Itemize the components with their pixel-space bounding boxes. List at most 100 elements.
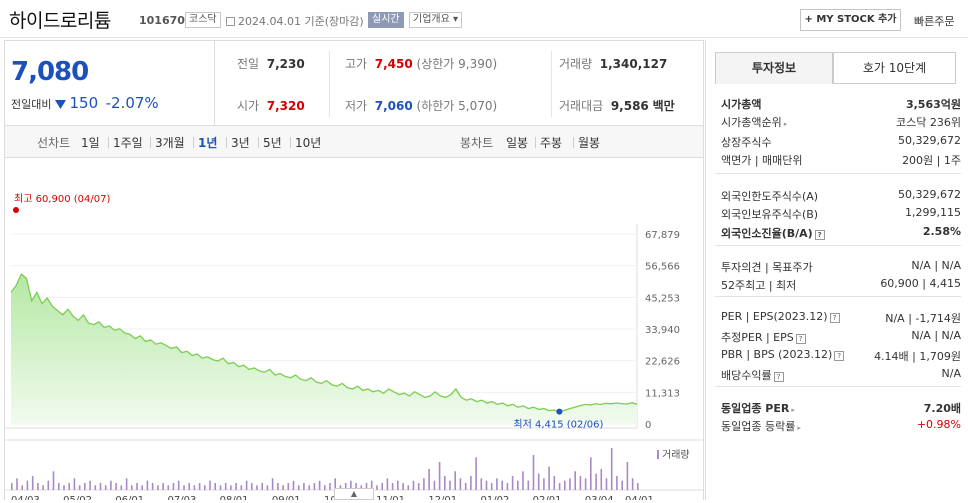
- tab-period-0[interactable]: 1일: [81, 136, 100, 150]
- volume-bar: [204, 485, 206, 490]
- help-icon[interactable]: ?: [773, 372, 784, 382]
- volume-bar: [428, 469, 430, 490]
- help-icon[interactable]: ?: [814, 230, 825, 240]
- invest-row-value: N/A | N/A: [911, 259, 961, 272]
- tab-candle-1[interactable]: 주봉: [540, 136, 563, 150]
- y-tick-label: 33,940: [645, 325, 680, 336]
- arrow-right-icon[interactable]: ▸: [783, 120, 788, 128]
- tab-period-5[interactable]: 5년: [263, 136, 282, 150]
- volume-bar: [532, 455, 535, 490]
- invest-row-label: 시가총액: [721, 98, 762, 111]
- volume-bar: [84, 483, 86, 490]
- help-icon[interactable]: ?: [795, 334, 806, 344]
- tab-divider: [108, 137, 109, 148]
- volume-bar: [277, 483, 279, 490]
- arrow-right-icon[interactable]: ▸: [791, 406, 795, 414]
- invest-row-value: 50,329,672: [898, 134, 961, 147]
- volume-bar: [209, 480, 211, 490]
- volume-bar: [527, 480, 530, 490]
- volume-bar: [610, 448, 613, 490]
- help-icon[interactable]: ?: [834, 351, 845, 361]
- tab-divider: [150, 137, 151, 148]
- volume-bar: [569, 478, 571, 490]
- tab-period-6[interactable]: 10년: [295, 136, 322, 150]
- current-price: 7,080: [11, 57, 89, 87]
- volume-bar: [334, 478, 336, 490]
- tab-period-1[interactable]: 1주일: [113, 136, 143, 150]
- stock-code: 101670: [139, 14, 185, 27]
- candle-chart-label: 봉차트: [460, 136, 494, 150]
- volume-bar: [261, 483, 263, 490]
- down-triangle-icon: [54, 100, 66, 109]
- section-divider: [715, 245, 961, 246]
- invest-row-value: N/A: [941, 367, 961, 380]
- volume-bar: [370, 480, 373, 490]
- volume-bar: [423, 478, 425, 490]
- prev-close: 전일 7,230: [237, 57, 305, 71]
- volume-bar: [131, 485, 133, 490]
- add-my-stock-button[interactable]: + MY STOCK 추가: [800, 9, 901, 31]
- volume-bar: [141, 485, 143, 490]
- invest-row-value: 코스닥 236위: [896, 116, 961, 129]
- invest-row: 배당수익률? N/A: [721, 367, 961, 385]
- tab-period-3[interactable]: 1년: [198, 136, 218, 150]
- tab-divider: [573, 137, 574, 148]
- volume-bar: [266, 485, 269, 490]
- invest-row: PBR | BPS (2023.12)? 4.14배 | 1,709원: [721, 348, 961, 366]
- tab-period-2[interactable]: 3개월: [155, 136, 185, 150]
- volume-bar: [47, 480, 50, 490]
- volume-bar: [537, 473, 540, 490]
- volume-bar: [26, 480, 29, 490]
- tab-candle-2[interactable]: 월봉: [578, 136, 601, 150]
- volume-bar: [464, 483, 467, 490]
- volume-bar: [31, 476, 34, 490]
- volume-bar: [397, 480, 399, 490]
- volume-bar: [110, 480, 112, 490]
- live-tag: 실시간: [368, 12, 404, 28]
- volume-bar: [251, 483, 253, 490]
- volume-bar: [162, 483, 164, 490]
- stock-header: 하이드로리튬 101670 코스닥 2024.04.01 기준(장마감) 실시간…: [0, 0, 968, 38]
- tab-period-4[interactable]: 3년: [231, 136, 250, 150]
- invest-row: 52주최고 | 최저 60,900 | 4,415: [721, 277, 961, 295]
- section-divider: [715, 386, 961, 387]
- section-divider: [715, 296, 961, 297]
- help-icon[interactable]: ?: [829, 313, 840, 323]
- company-overview-dropdown[interactable]: 기업개요 ▾: [409, 12, 462, 28]
- invest-row-value: N/A | -1,714원: [885, 312, 961, 325]
- y-tick-label: 56,566: [645, 262, 680, 273]
- volume-bar: [224, 483, 227, 490]
- tab-divider: [258, 137, 259, 148]
- trade-amount: 거래대금 9,586 백만: [559, 99, 675, 113]
- day-low: 저가 7,060 (하한가 5,070): [345, 99, 498, 113]
- collapse-chart-button[interactable]: ▲: [334, 488, 374, 500]
- volume-bar: [454, 471, 456, 490]
- quick-order-link[interactable]: 빠른주문: [914, 15, 955, 28]
- tab-orderbook-10[interactable]: 호가 10단계: [833, 52, 956, 84]
- volume-bar: [292, 480, 295, 490]
- volume-bar: [151, 483, 154, 490]
- quote-panel: 7,080 전일대비 150 -2.07% 전일 7,230 고가 7,450 …: [4, 40, 704, 503]
- volume-bar: [558, 483, 561, 490]
- volume-bar: [94, 485, 97, 490]
- volume-bar: [52, 471, 55, 490]
- arrow-right-icon[interactable]: ▸: [797, 424, 801, 432]
- volume-bar: [183, 485, 185, 490]
- volume-bar: [365, 483, 368, 490]
- volume-bar: [282, 485, 284, 490]
- volume-bar: [480, 478, 483, 490]
- tab-invest-info[interactable]: 투자정보: [715, 52, 833, 84]
- price-chart: 67,879 56,566 45,253 33,940 22,626 11,313 0 최고 …: [4, 158, 704, 503]
- y-tick-label: 0: [645, 420, 651, 431]
- volume-bar: [444, 476, 446, 490]
- volume-bar: [344, 483, 347, 490]
- x-tick-label: 01/02: [481, 495, 510, 500]
- volume-bar: [329, 483, 331, 490]
- line-chart-label: 선차트: [37, 136, 71, 150]
- volume-bar: [438, 462, 441, 490]
- invest-row-value: 2.58%: [922, 225, 961, 238]
- tab-candle-0[interactable]: 일봉: [506, 136, 529, 150]
- invest-row-label: 시가총액순위 ▸: [721, 116, 788, 129]
- volume-bar: [595, 473, 597, 490]
- volume-bar: [324, 485, 326, 490]
